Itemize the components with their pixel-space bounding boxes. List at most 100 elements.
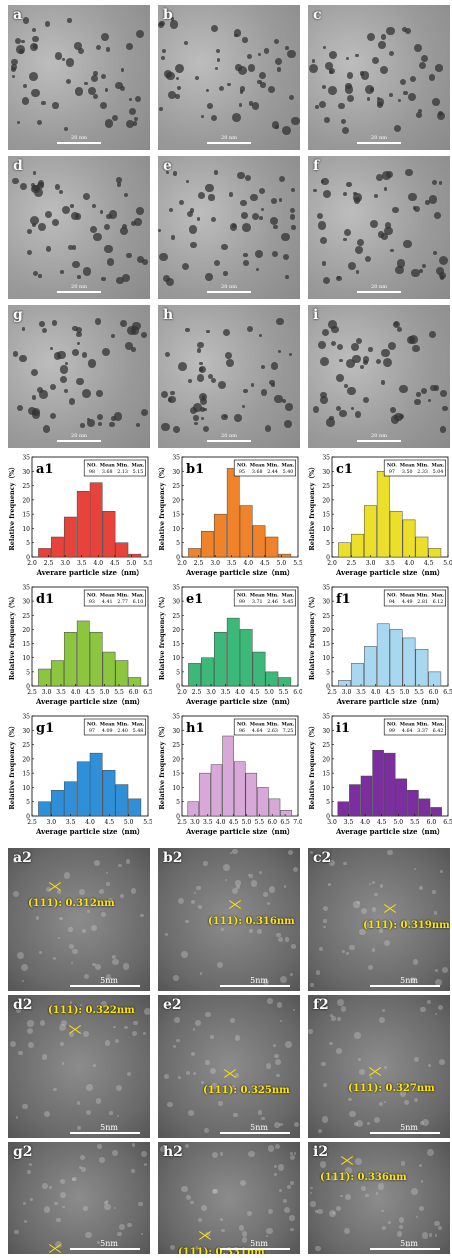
nanoparticle (395, 266, 404, 275)
stats-value: 99 (239, 599, 245, 605)
lattice-texture (111, 1149, 118, 1156)
nanoparticle (439, 389, 447, 397)
lattice-texture (44, 1111, 50, 1117)
stats-box (383, 459, 446, 477)
x-tick-label: 5.5 (143, 560, 152, 567)
lattice-texture (127, 1071, 132, 1076)
lattice-texture (358, 1058, 362, 1062)
stats-value: 2.44 (267, 469, 278, 475)
lattice-texture (286, 1185, 291, 1190)
scale-bar (57, 291, 101, 293)
lattice-texture (439, 1058, 446, 1065)
nanoparticle (379, 65, 389, 74)
lattice-texture (212, 1151, 219, 1158)
nanoparticle (324, 117, 330, 123)
stats-header: Max. (282, 722, 295, 728)
panel-label: g2 (13, 1144, 33, 1160)
nanoparticle (193, 403, 202, 412)
nanoparticle (359, 364, 365, 370)
nanoparticle (126, 119, 135, 128)
y-tick-label: 0 (326, 814, 330, 821)
nanoparticle (81, 351, 88, 358)
lattice-spacing-label: (111): 0.327nm (348, 1083, 435, 1094)
lattice-texture (275, 1059, 282, 1066)
lattice-texture (345, 951, 349, 955)
x-tick-label: 3.0 (47, 819, 57, 826)
panel-label: h1 (186, 721, 205, 736)
nanoparticle (134, 218, 142, 226)
lattice-texture (247, 873, 250, 876)
lattice-texture (289, 1215, 295, 1221)
nanoparticle (414, 398, 421, 406)
stats-box (383, 718, 446, 736)
lattice-texture (383, 1100, 387, 1104)
bar (245, 772, 258, 817)
x-tick-label: 3.0 (327, 819, 337, 826)
nanoparticle (336, 373, 344, 382)
stats-header: Min. (116, 463, 129, 469)
x-tick-label: 2.0 (327, 560, 337, 567)
panel-label: i (313, 307, 319, 323)
stats-header: NO. (87, 463, 97, 469)
lattice-texture (310, 850, 314, 854)
lattice-texture (61, 1205, 65, 1209)
lattice-marker (223, 1067, 237, 1081)
lattice-texture (105, 872, 108, 875)
bar (213, 632, 227, 687)
nanoparticle (382, 358, 392, 368)
nanoparticle (416, 392, 421, 397)
nanoparticle (407, 92, 417, 102)
lattice-texture (221, 1229, 225, 1233)
scale-bar (370, 1248, 440, 1250)
scale-bar-label: 5nm (250, 976, 268, 985)
lattice-texture (251, 880, 258, 887)
x-tick-label: 2.5 (347, 560, 357, 567)
nanoparticle (386, 27, 395, 36)
lattice-texture (118, 863, 122, 868)
lattice-texture (105, 1200, 109, 1204)
nanoparticle (246, 53, 253, 60)
nanoparticle (164, 351, 171, 358)
nanoparticle (82, 388, 91, 398)
x-tick-label: 2.5 (327, 689, 337, 696)
lattice-texture (434, 911, 438, 915)
nanoparticle (276, 67, 282, 72)
nanoparticle (434, 211, 442, 219)
y-tick-label: 30 (322, 469, 330, 476)
bar (363, 646, 377, 687)
lattice-texture (23, 1219, 28, 1224)
lattice-texture (117, 1231, 122, 1237)
lattice-texture (211, 1082, 218, 1090)
lattice-texture (277, 1164, 285, 1171)
lattice-texture (290, 973, 293, 977)
nanoparticle (111, 334, 116, 339)
stats-box (233, 718, 296, 736)
lattice-texture (265, 1062, 272, 1069)
lattice-texture (210, 1035, 214, 1039)
nanoparticle (166, 72, 175, 81)
nanoparticle (121, 273, 130, 282)
bar (402, 519, 416, 558)
scale-bar (57, 142, 101, 144)
tem-image-h: h 20 nm (158, 305, 300, 448)
lattice-spacing-label: (111): 0.336nm (320, 1172, 407, 1183)
nanoparticle (232, 224, 237, 229)
scale-bar-label: 5nm (100, 1239, 118, 1248)
nanoparticle (339, 358, 344, 363)
x-tick-label: 3.5 (356, 689, 366, 696)
nanoparticle (378, 40, 387, 49)
nanoparticle (388, 50, 395, 57)
lattice-texture (289, 1155, 295, 1161)
nanoparticle (346, 72, 354, 79)
nanoparticle (77, 275, 81, 279)
lattice-marker (228, 898, 242, 912)
bar (102, 511, 116, 558)
histogram-i1: 0 5 10 15 20 25 30 35 3.0 3.5 4.0 4.5 5.0 5.5 6.0 6.5Av… (308, 714, 452, 837)
nanoparticle (80, 423, 85, 428)
lattice-texture (172, 975, 179, 981)
lattice-texture (198, 905, 202, 909)
nanoparticle (225, 352, 233, 359)
scale-bar (57, 440, 101, 442)
x-axis-label: Average particle size（nm） (335, 568, 444, 577)
lattice-texture (124, 1026, 128, 1030)
